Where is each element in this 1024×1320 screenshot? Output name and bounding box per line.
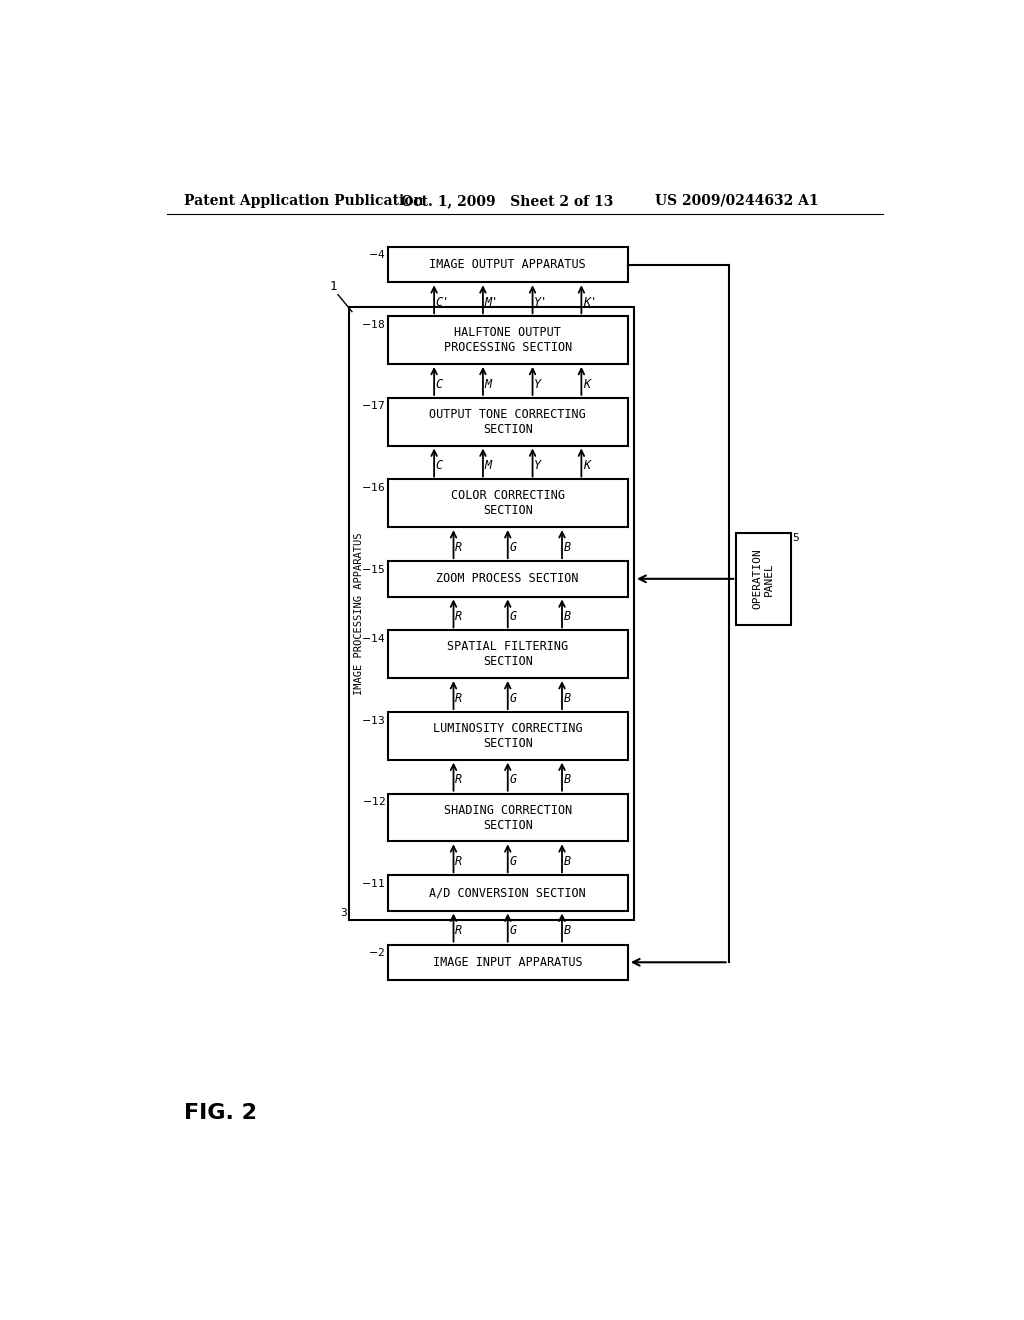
Text: SHADING CORRECTION
SECTION: SHADING CORRECTION SECTION	[443, 804, 571, 832]
Text: G: G	[509, 541, 516, 554]
Text: Y: Y	[535, 378, 542, 391]
Text: HALFTONE OUTPUT
PROCESSING SECTION: HALFTONE OUTPUT PROCESSING SECTION	[443, 326, 571, 354]
Text: M: M	[484, 459, 492, 473]
Bar	[388, 711, 628, 760]
Text: OUTPUT TONE CORRECTING
SECTION: OUTPUT TONE CORRECTING SECTION	[429, 408, 586, 436]
Text: Patent Application Publication: Patent Application Publication	[183, 194, 424, 207]
Text: ZOOM PROCESS SECTION: ZOOM PROCESS SECTION	[436, 573, 579, 585]
Text: K: K	[583, 378, 590, 391]
Bar	[388, 397, 628, 446]
Text: G: G	[509, 774, 516, 787]
Text: IMAGE PROCESSING APPARATUS: IMAGE PROCESSING APPARATUS	[354, 532, 364, 694]
Text: $\mathsf{-}$16: $\mathsf{-}$16	[361, 480, 385, 494]
Bar	[388, 317, 628, 364]
Text: G: G	[509, 692, 516, 705]
Text: IMAGE INPUT APPARATUS: IMAGE INPUT APPARATUS	[433, 956, 583, 969]
Text: R: R	[455, 774, 462, 787]
Text: B: B	[563, 855, 570, 869]
Bar	[388, 631, 628, 678]
Text: OPERATION
PANEL: OPERATION PANEL	[753, 548, 774, 610]
Text: B: B	[563, 924, 570, 937]
Text: $\mathsf{-}$14: $\mathsf{-}$14	[361, 632, 385, 644]
Text: $\mathsf{-}$18: $\mathsf{-}$18	[361, 318, 385, 330]
Text: C: C	[435, 459, 442, 473]
Text: Y': Y'	[535, 296, 548, 309]
Bar	[388, 793, 628, 841]
Text: $\mathsf{-}$13: $\mathsf{-}$13	[361, 714, 385, 726]
Text: B: B	[563, 541, 570, 554]
Bar	[349, 308, 634, 920]
Bar	[388, 945, 628, 979]
Bar	[736, 533, 791, 626]
Text: K': K'	[583, 296, 597, 309]
Text: $\mathsf{-}$2: $\mathsf{-}$2	[369, 946, 385, 958]
Text: 3: 3	[340, 908, 346, 917]
Text: C: C	[435, 378, 442, 391]
Text: R: R	[455, 855, 462, 869]
Text: B: B	[563, 774, 570, 787]
Text: G: G	[509, 924, 516, 937]
Text: $\mathsf{-}$17: $\mathsf{-}$17	[361, 400, 385, 412]
Text: $\mathsf{-}$11: $\mathsf{-}$11	[361, 876, 385, 888]
Text: LUMINOSITY CORRECTING
SECTION: LUMINOSITY CORRECTING SECTION	[433, 722, 583, 750]
Text: R: R	[455, 924, 462, 937]
Bar	[388, 561, 628, 597]
Text: FIG. 2: FIG. 2	[183, 1104, 257, 1123]
Text: IMAGE OUTPUT APPARATUS: IMAGE OUTPUT APPARATUS	[429, 259, 586, 271]
Text: R: R	[455, 541, 462, 554]
Text: 1: 1	[330, 280, 337, 293]
Bar	[388, 875, 628, 911]
Bar	[388, 479, 628, 527]
Text: A/D CONVERSION SECTION: A/D CONVERSION SECTION	[429, 887, 586, 899]
Text: $\mathsf{-}$4: $\mathsf{-}$4	[368, 248, 385, 260]
Text: R: R	[455, 692, 462, 705]
Text: R: R	[455, 610, 462, 623]
Bar	[388, 247, 628, 282]
Text: C': C'	[435, 296, 450, 309]
Text: $\mathsf{-}$15: $\mathsf{-}$15	[361, 562, 385, 574]
Text: COLOR CORRECTING
SECTION: COLOR CORRECTING SECTION	[451, 490, 565, 517]
Text: B: B	[563, 610, 570, 623]
Text: $\mathsf{-}$12: $\mathsf{-}$12	[361, 795, 385, 808]
Text: M: M	[484, 378, 492, 391]
Text: 5: 5	[793, 533, 799, 543]
Text: US 2009/0244632 A1: US 2009/0244632 A1	[655, 194, 818, 207]
Text: K: K	[583, 459, 590, 473]
Text: SPATIAL FILTERING
SECTION: SPATIAL FILTERING SECTION	[447, 640, 568, 668]
Text: M': M'	[484, 296, 499, 309]
Text: B: B	[563, 692, 570, 705]
Text: G: G	[509, 855, 516, 869]
Text: Y: Y	[535, 459, 542, 473]
Text: Oct. 1, 2009   Sheet 2 of 13: Oct. 1, 2009 Sheet 2 of 13	[400, 194, 613, 207]
Text: G: G	[509, 610, 516, 623]
